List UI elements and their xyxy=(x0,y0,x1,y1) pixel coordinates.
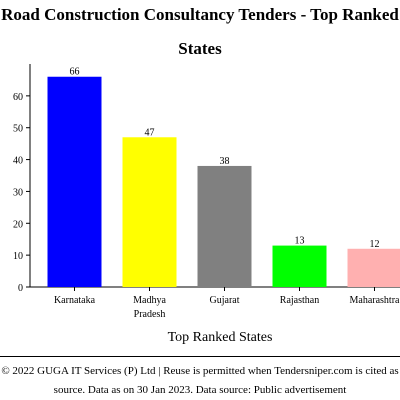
y-tick-label: 30 xyxy=(13,187,23,198)
footer-line-1: © 2022 GUGA IT Services (P) Ltd | Reuse … xyxy=(1,365,399,377)
y-tick-label: 20 xyxy=(13,219,23,230)
bar xyxy=(47,76,102,287)
bars xyxy=(47,76,400,287)
bar xyxy=(197,165,252,287)
y-tick-label: 50 xyxy=(13,124,23,135)
data-label: 13 xyxy=(295,236,305,247)
x-tick-label: Karnataka xyxy=(54,295,96,306)
data-labels: 66 47 38 13 12 xyxy=(70,67,380,250)
x-tick-label: Gujarat xyxy=(210,295,240,306)
y-tick-label: 60 xyxy=(13,92,23,103)
bar xyxy=(122,137,177,287)
footer-line-2: source. Data as on 30 Jan 2023. Data sou… xyxy=(53,384,347,396)
y-axis-ticks: 0 10 20 30 40 50 60 xyxy=(13,92,30,294)
chart-title-line-1: Road Construction Consultancy Tenders - … xyxy=(1,5,399,24)
data-label: 47 xyxy=(145,127,155,138)
bar xyxy=(272,245,327,287)
data-label: 66 xyxy=(70,67,80,78)
x-tick-label: Madhya Pradesh xyxy=(133,295,166,320)
footer-credit: © 2022 GUGA IT Services (P) Ltd | Reuse … xyxy=(0,362,400,400)
y-tick-label: 10 xyxy=(13,251,23,262)
chart-title-line-2: States xyxy=(178,39,222,58)
chart-title: Road Construction Consultancy Tenders - … xyxy=(0,2,400,62)
x-tick-label: Maharashtra xyxy=(350,295,400,306)
x-tick-label: Rajasthan xyxy=(280,295,319,306)
x-axis-title: Top Ranked States xyxy=(167,330,273,345)
x-axis-ticks: Karnataka Madhya Pradesh Gujarat Rajasthan Ma… xyxy=(54,287,400,320)
footer-divider xyxy=(0,356,400,357)
y-tick-label: 40 xyxy=(13,156,23,167)
data-label: 12 xyxy=(370,239,380,250)
bar xyxy=(347,248,400,287)
data-label: 38 xyxy=(220,156,230,167)
y-tick-label: 0 xyxy=(18,283,23,294)
